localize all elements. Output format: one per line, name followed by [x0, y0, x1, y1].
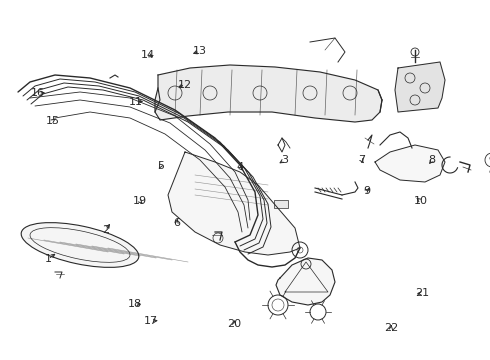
Text: 21: 21 [416, 288, 429, 298]
Text: 18: 18 [128, 299, 142, 309]
Bar [274, 200, 288, 208]
Text: 8: 8 [429, 155, 436, 165]
Text: 7: 7 [358, 155, 365, 165]
Text: 12: 12 [178, 80, 192, 90]
Polygon shape [276, 258, 335, 305]
Text: 11: 11 [129, 96, 143, 107]
Text: 17: 17 [144, 316, 158, 326]
Polygon shape [395, 62, 445, 112]
Text: 13: 13 [193, 46, 207, 56]
Text: 9: 9 [363, 186, 370, 196]
Text: 4: 4 [237, 162, 244, 172]
Text: 14: 14 [141, 50, 155, 60]
Polygon shape [168, 152, 300, 255]
Text: 2: 2 [102, 225, 109, 235]
Polygon shape [375, 145, 445, 182]
Polygon shape [155, 65, 382, 122]
Text: 19: 19 [133, 196, 147, 206]
Text: 15: 15 [46, 116, 60, 126]
Ellipse shape [21, 222, 139, 267]
Text: 5: 5 [157, 161, 164, 171]
Text: 1: 1 [45, 254, 51, 264]
Text: 20: 20 [227, 319, 241, 329]
Text: 10: 10 [414, 196, 427, 206]
Text: 22: 22 [384, 323, 398, 333]
Text: 3: 3 [281, 155, 288, 165]
Text: 6: 6 [173, 218, 180, 228]
Text: 16: 16 [31, 88, 45, 98]
